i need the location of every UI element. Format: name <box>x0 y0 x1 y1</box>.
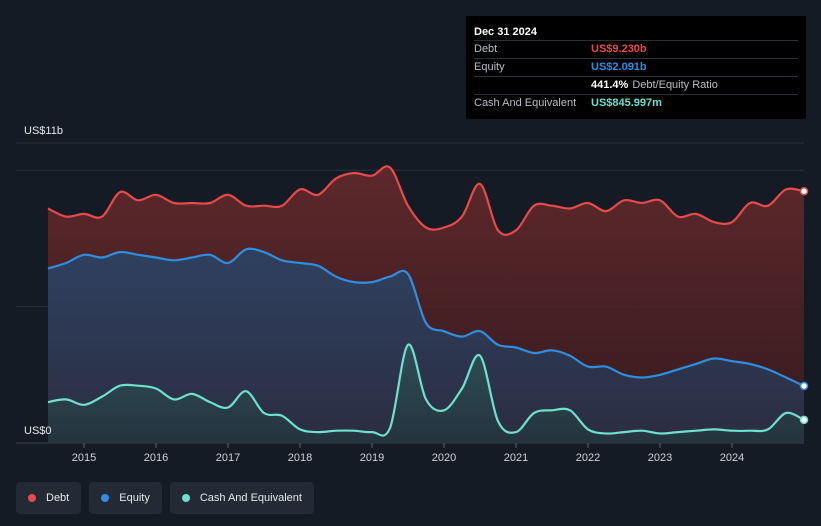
tooltip-equity-value: US$2.091b <box>591 61 647 73</box>
tooltip-debt-value: US$9.230b <box>591 43 647 55</box>
cash-and-equivalent-line <box>47 343 805 437</box>
legend-debt-dot-icon <box>28 494 36 502</box>
series-areas <box>48 166 804 443</box>
tooltip-row-debt: Debt US$9.230b <box>474 40 798 58</box>
debt-endpoint[interactable] <box>799 187 809 196</box>
tooltip-row-ratio: 441.4% Debt/Equity Ratio <box>474 76 798 94</box>
legend-equity-label: Equity <box>119 492 150 504</box>
tooltip-cash-label: Cash And Equivalent <box>474 97 577 109</box>
equity-endpoint[interactable] <box>799 381 809 391</box>
cash-and-equivalent-area <box>48 344 804 443</box>
equity-area <box>48 248 804 443</box>
x-tick-label: 2024 <box>720 452 744 464</box>
tooltip-ratio-value: 441.4% <box>591 79 629 91</box>
tooltip-ratio-label-spacer <box>474 77 591 94</box>
x-tick-label: 2018 <box>288 452 312 464</box>
series-lines <box>47 165 805 437</box>
equity-line <box>47 247 805 387</box>
legend-cash-label: Cash And Equivalent <box>199 492 302 504</box>
tooltip-row-cash: Cash And Equivalent US$845.997m <box>474 94 798 112</box>
x-axis-ticks: 2015 2016 2017 2018 2019 2020 2021 2022 2023 2024 <box>72 443 744 464</box>
y-axis-top-label: US$11b <box>24 125 63 137</box>
legend-debt-label: Debt <box>46 492 70 504</box>
chart-legend: Debt Equity Cash And Equivalent <box>16 482 314 514</box>
tooltip-date: Dec 31 2024 <box>474 26 537 38</box>
x-tick-label: 2016 <box>144 452 168 464</box>
x-tick-label: 2019 <box>360 452 384 464</box>
legend-item-cash[interactable]: Cash And Equivalent <box>169 482 314 514</box>
y-axis-bottom-label: US$0 <box>24 425 52 437</box>
x-tick-label: 2022 <box>576 452 600 464</box>
tooltip-ratio-label: Debt/Equity Ratio <box>632 79 718 91</box>
legend-cash-dot-icon <box>181 494 190 502</box>
x-tick-label: 2020 <box>432 452 456 464</box>
x-tick-label: 2021 <box>504 452 528 464</box>
tooltip-row-equity: Equity US$2.091b <box>474 58 798 76</box>
series-endpoints <box>799 187 809 425</box>
data-tooltip: Dec 31 2024 Debt US$9.230b Equity US$2.0… <box>466 16 806 119</box>
tooltip-equity-label: Equity <box>474 61 505 73</box>
tooltip-debt-label: Debt <box>474 43 498 55</box>
tooltip-cash-value: US$845.997m <box>591 97 662 109</box>
cash-and-equivalent-endpoint[interactable] <box>799 415 809 425</box>
legend-item-equity[interactable]: Equity <box>89 482 162 514</box>
legend-equity-dot-icon <box>101 494 110 502</box>
x-tick-label: 2015 <box>72 452 96 464</box>
debt-line <box>47 165 805 236</box>
x-tick-label: 2023 <box>648 452 672 464</box>
x-tick-label: 2017 <box>216 452 240 464</box>
legend-item-debt[interactable]: Debt <box>16 482 82 514</box>
